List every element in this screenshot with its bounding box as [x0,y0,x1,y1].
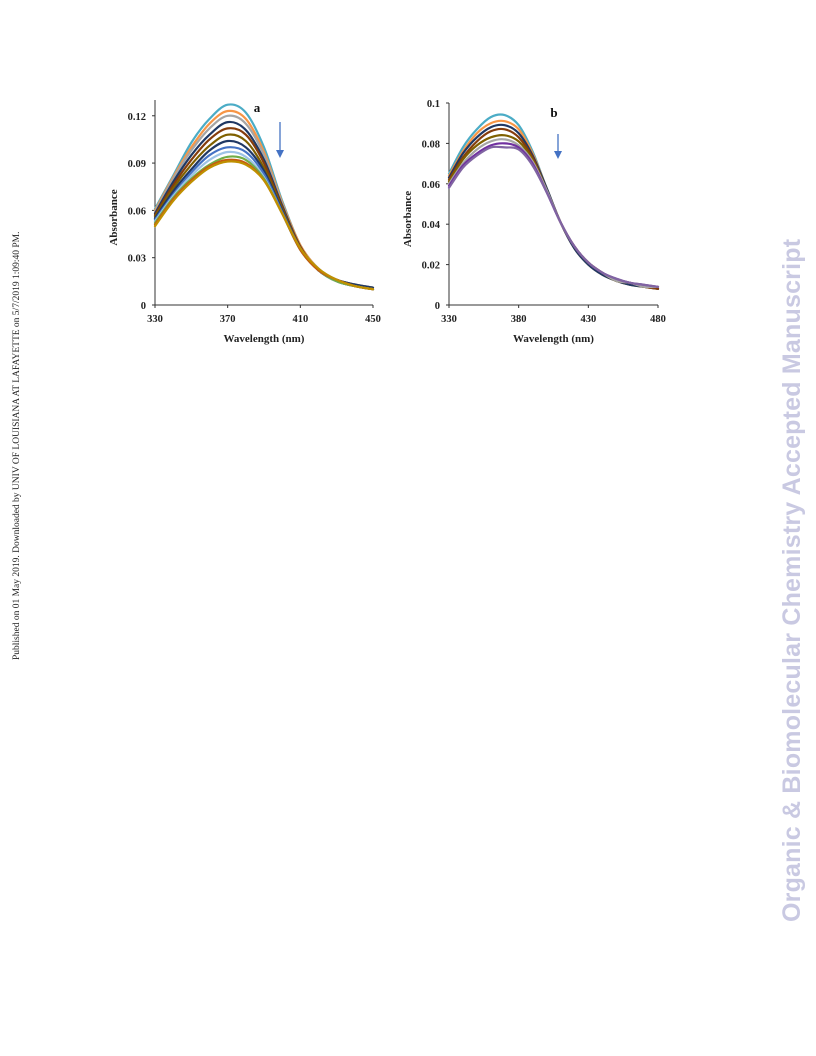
x-tick-label: 410 [292,314,308,325]
x-axis-title: Wavelength (nm) [224,333,305,345]
series-line-5 [447,133,660,289]
panel-label: a [254,100,261,115]
x-tick-label: 330 [441,314,457,325]
y-tick-label: 0.03 [128,254,146,265]
y-tick-label: 0.06 [128,206,146,217]
panel-label: b [550,105,557,120]
y-tick-label: 0 [435,301,440,312]
series-line-1 [447,113,660,290]
x-tick-label: 450 [365,314,381,325]
series-group [447,113,660,290]
series-line-8 [447,145,660,288]
series-line-7 [447,142,660,288]
series-line-3 [153,114,375,289]
y-tick-label: 0.02 [422,261,440,272]
chart-a: 0 0.03 0.06 0.09 0.12 330 370 410 450 Wavelength … [108,100,381,345]
series-line-1 [153,103,375,289]
x-tick-label: 330 [147,314,163,325]
x-axis-title: Wavelength (nm) [513,333,594,345]
y-tick-label: 0.12 [128,112,146,123]
series-group [153,103,375,291]
y-axis-title: Absorbance [108,189,120,245]
y-axis-title: Absorbance [402,191,414,247]
x-tick-label: 380 [511,314,527,325]
y-tick-label: 0 [141,301,146,312]
series-line-2 [153,109,375,289]
series-line-6 [447,138,660,289]
chart-b: 0 0.02 0.04 0.06 0.08 0.1 330 380 430 480 Waveleng… [402,99,666,345]
y-tick-label: 0.06 [422,180,440,191]
x-tick-label: 480 [650,314,666,325]
x-tick-label: 370 [220,314,236,325]
series-line-12 [153,160,375,291]
y-tick-label: 0.09 [128,159,146,170]
y-tick-label: 0.08 [422,139,440,150]
x-tick-label: 430 [580,314,596,325]
y-tick-label: 0.04 [422,220,441,231]
y-tick-label: 0.1 [427,99,440,110]
